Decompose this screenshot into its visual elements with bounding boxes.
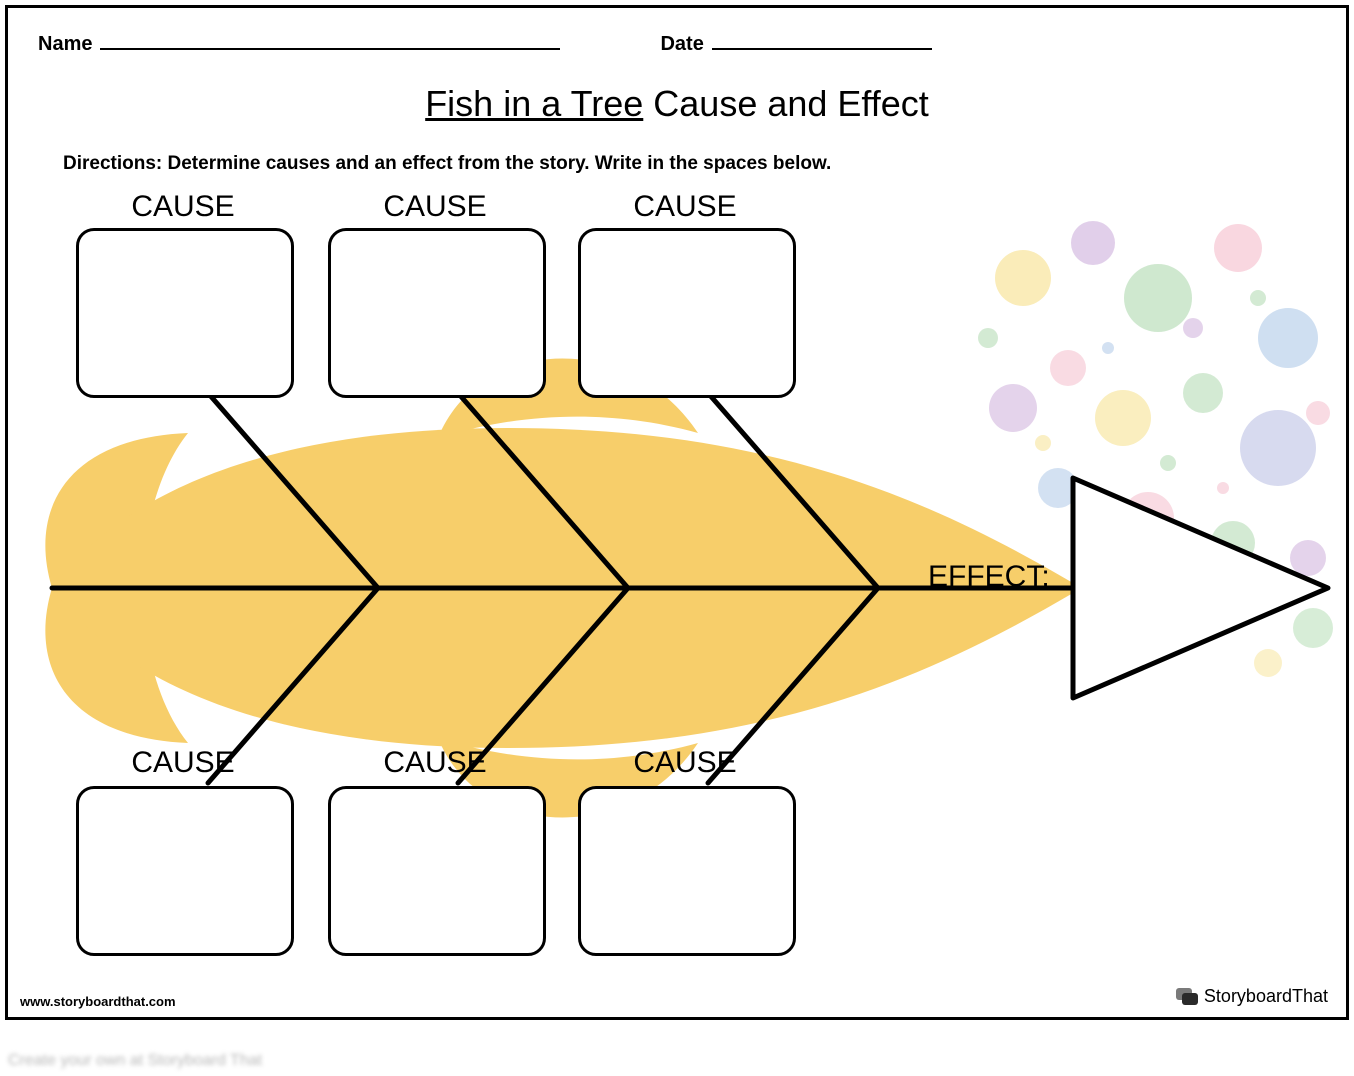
bubble-icon bbox=[1124, 264, 1192, 332]
footer-brand: StoryboardThat bbox=[1176, 986, 1328, 1007]
bubble-icon bbox=[1306, 401, 1330, 425]
effect-label: EFFECT: bbox=[928, 560, 1050, 594]
cause-label-top-3: CAUSE bbox=[585, 190, 785, 224]
bubble-icon bbox=[995, 250, 1051, 306]
storyboard-logo-icon bbox=[1176, 988, 1198, 1006]
date-label: Date bbox=[660, 33, 703, 56]
cause-box-top-3[interactable] bbox=[578, 228, 796, 398]
bubble-icon bbox=[1050, 350, 1086, 386]
cause-box-bottom-3[interactable] bbox=[578, 786, 796, 956]
bubble-icon bbox=[1214, 224, 1262, 272]
bubble-icon bbox=[1071, 221, 1115, 265]
cause-box-top-1[interactable] bbox=[76, 228, 294, 398]
bubble-icon bbox=[1183, 373, 1223, 413]
cause-label-bottom-3: CAUSE bbox=[585, 746, 785, 780]
cause-box-bottom-1[interactable] bbox=[76, 786, 294, 956]
bubble-icon bbox=[989, 384, 1037, 432]
effect-triangle[interactable] bbox=[1073, 478, 1328, 698]
title-rest: Cause and Effect bbox=[643, 83, 929, 124]
bubble-icon bbox=[1183, 318, 1203, 338]
page-title: Fish in a Tree Cause and Effect bbox=[8, 83, 1346, 125]
header-row: Name Date bbox=[38, 30, 1316, 56]
bubble-icon bbox=[1250, 290, 1266, 306]
footer-brand-text: StoryboardThat bbox=[1204, 986, 1328, 1007]
footer-url: www.storyboardthat.com bbox=[20, 994, 176, 1009]
bubble-icon bbox=[1095, 390, 1151, 446]
bubble-icon bbox=[1160, 455, 1176, 471]
directions-text: Directions: Determine causes and an effe… bbox=[63, 153, 831, 175]
cause-label-top-2: CAUSE bbox=[335, 190, 535, 224]
bubble-icon bbox=[1217, 482, 1229, 494]
bubble-icon bbox=[1293, 608, 1333, 648]
date-input-line[interactable] bbox=[712, 30, 932, 50]
cause-box-top-2[interactable] bbox=[328, 228, 546, 398]
cause-box-bottom-2[interactable] bbox=[328, 786, 546, 956]
cause-label-bottom-1: CAUSE bbox=[83, 746, 283, 780]
name-input-line[interactable] bbox=[100, 30, 560, 50]
title-book: Fish in a Tree bbox=[425, 83, 643, 124]
bubble-icon bbox=[1240, 410, 1316, 486]
bubble-icon bbox=[1290, 540, 1326, 576]
bubble-icon bbox=[1035, 435, 1051, 451]
bubble-icon bbox=[978, 328, 998, 348]
cause-label-bottom-2: CAUSE bbox=[335, 746, 535, 780]
worksheet-frame: Name Date Fish in a Tree Cause and Effec… bbox=[5, 5, 1349, 1020]
cause-label-top-1: CAUSE bbox=[83, 190, 283, 224]
bubble-icon bbox=[1258, 308, 1318, 368]
bubble-icon bbox=[1102, 342, 1114, 354]
bubble-icon bbox=[1254, 649, 1282, 677]
create-your-own-text: Create your own at Storyboard That bbox=[8, 1052, 262, 1070]
name-label: Name bbox=[38, 33, 92, 56]
fishbone-diagram: CAUSE CAUSE CAUSE CAUSE CAUSE CAUSE EFFE… bbox=[8, 188, 1352, 988]
